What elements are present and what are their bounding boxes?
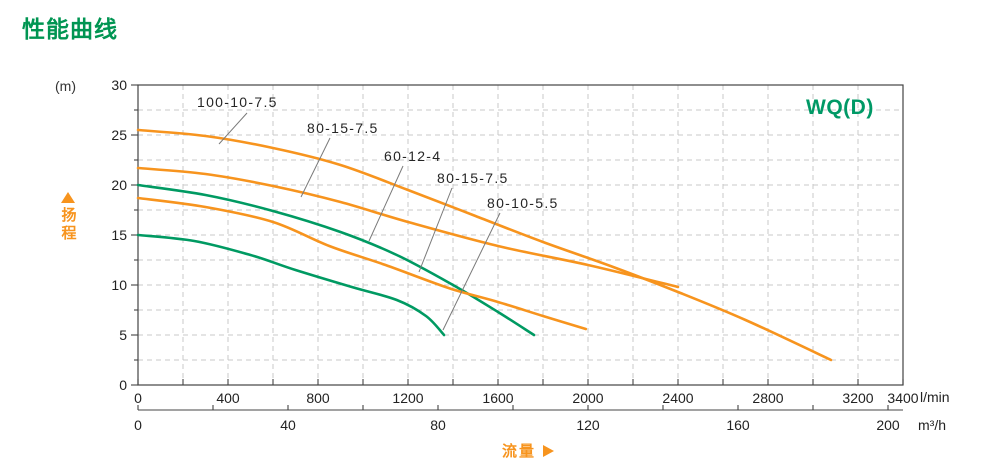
y-tick-label: 25 (111, 127, 127, 143)
curve-label: 80-15-7.5 (307, 120, 379, 136)
series-family-label: WQ(D) (806, 96, 874, 119)
x-tick-label: 2800 (752, 390, 783, 406)
x-axis-secondary: 0 40 80 120 160 200 (134, 405, 903, 433)
y-tick-label: 20 (111, 177, 127, 193)
x-tick-label: 0 (134, 390, 142, 406)
x2-tick-label: 0 (134, 417, 142, 433)
x-tick-label: 2000 (572, 390, 603, 406)
right-triangle-icon (543, 444, 555, 457)
curve-80-10-5.5 (136, 233, 446, 337)
x-axis-unit-secondary: m³/h (918, 417, 946, 433)
leader-line (218, 112, 248, 145)
curves (136, 128, 833, 362)
leader-line (368, 165, 404, 242)
x-tick-label: 3200 (842, 390, 873, 406)
x2-tick-label: 80 (430, 417, 446, 433)
curve-label: 80-15-7.5 (437, 170, 509, 186)
curve-80-15-7.5 (136, 196, 588, 331)
y-tick-label: 30 (111, 77, 127, 93)
x-tick-label: 1600 (482, 390, 513, 406)
x-tick-label: 800 (306, 390, 330, 406)
x2-tick-label: 200 (876, 417, 900, 433)
curve-label: 80-10-5.5 (487, 195, 559, 211)
x-axis-name-text: 流量 (502, 443, 537, 460)
leader-line (418, 187, 453, 273)
y-tick-label: 10 (111, 277, 127, 293)
y-axis-name-text: 扬程 (59, 207, 77, 243)
x-axis-unit-primary: l/min (920, 389, 950, 405)
y-axis: 0 5 10 15 20 25 30 (111, 77, 138, 393)
curve-label: 60-12-4 (384, 148, 442, 164)
x2-tick-label: 120 (576, 417, 600, 433)
x-tick-label: 3400 (887, 390, 918, 406)
curve-100-10-7.5 (136, 128, 833, 362)
page-title: 性能曲线 (22, 16, 118, 42)
leader-line (442, 212, 501, 331)
x2-tick-label: 160 (726, 417, 750, 433)
curve-label: 100-10-7.5 (197, 94, 278, 110)
curve-60-12-4 (136, 183, 536, 337)
y-axis-unit: (m) (55, 78, 76, 94)
y-tick-label: 5 (119, 327, 127, 343)
x-axis-primary: 0 400 800 1200 1600 2000 2400 2800 3200 3400 (134, 379, 919, 406)
leader-line (300, 137, 331, 198)
y-tick-label: 0 (119, 377, 127, 393)
x-axis-name: 流量 (502, 440, 555, 461)
x-tick-label: 400 (216, 390, 240, 406)
x-tick-label: 2400 (662, 390, 693, 406)
x2-tick-label: 40 (280, 417, 296, 433)
y-axis-name: 扬程 (54, 192, 82, 243)
up-triangle-icon (61, 192, 75, 203)
leader-lines (218, 112, 501, 331)
y-tick-label: 15 (111, 227, 127, 243)
x-tick-label: 1200 (392, 390, 423, 406)
curve-80-15-7.5 (136, 166, 680, 289)
